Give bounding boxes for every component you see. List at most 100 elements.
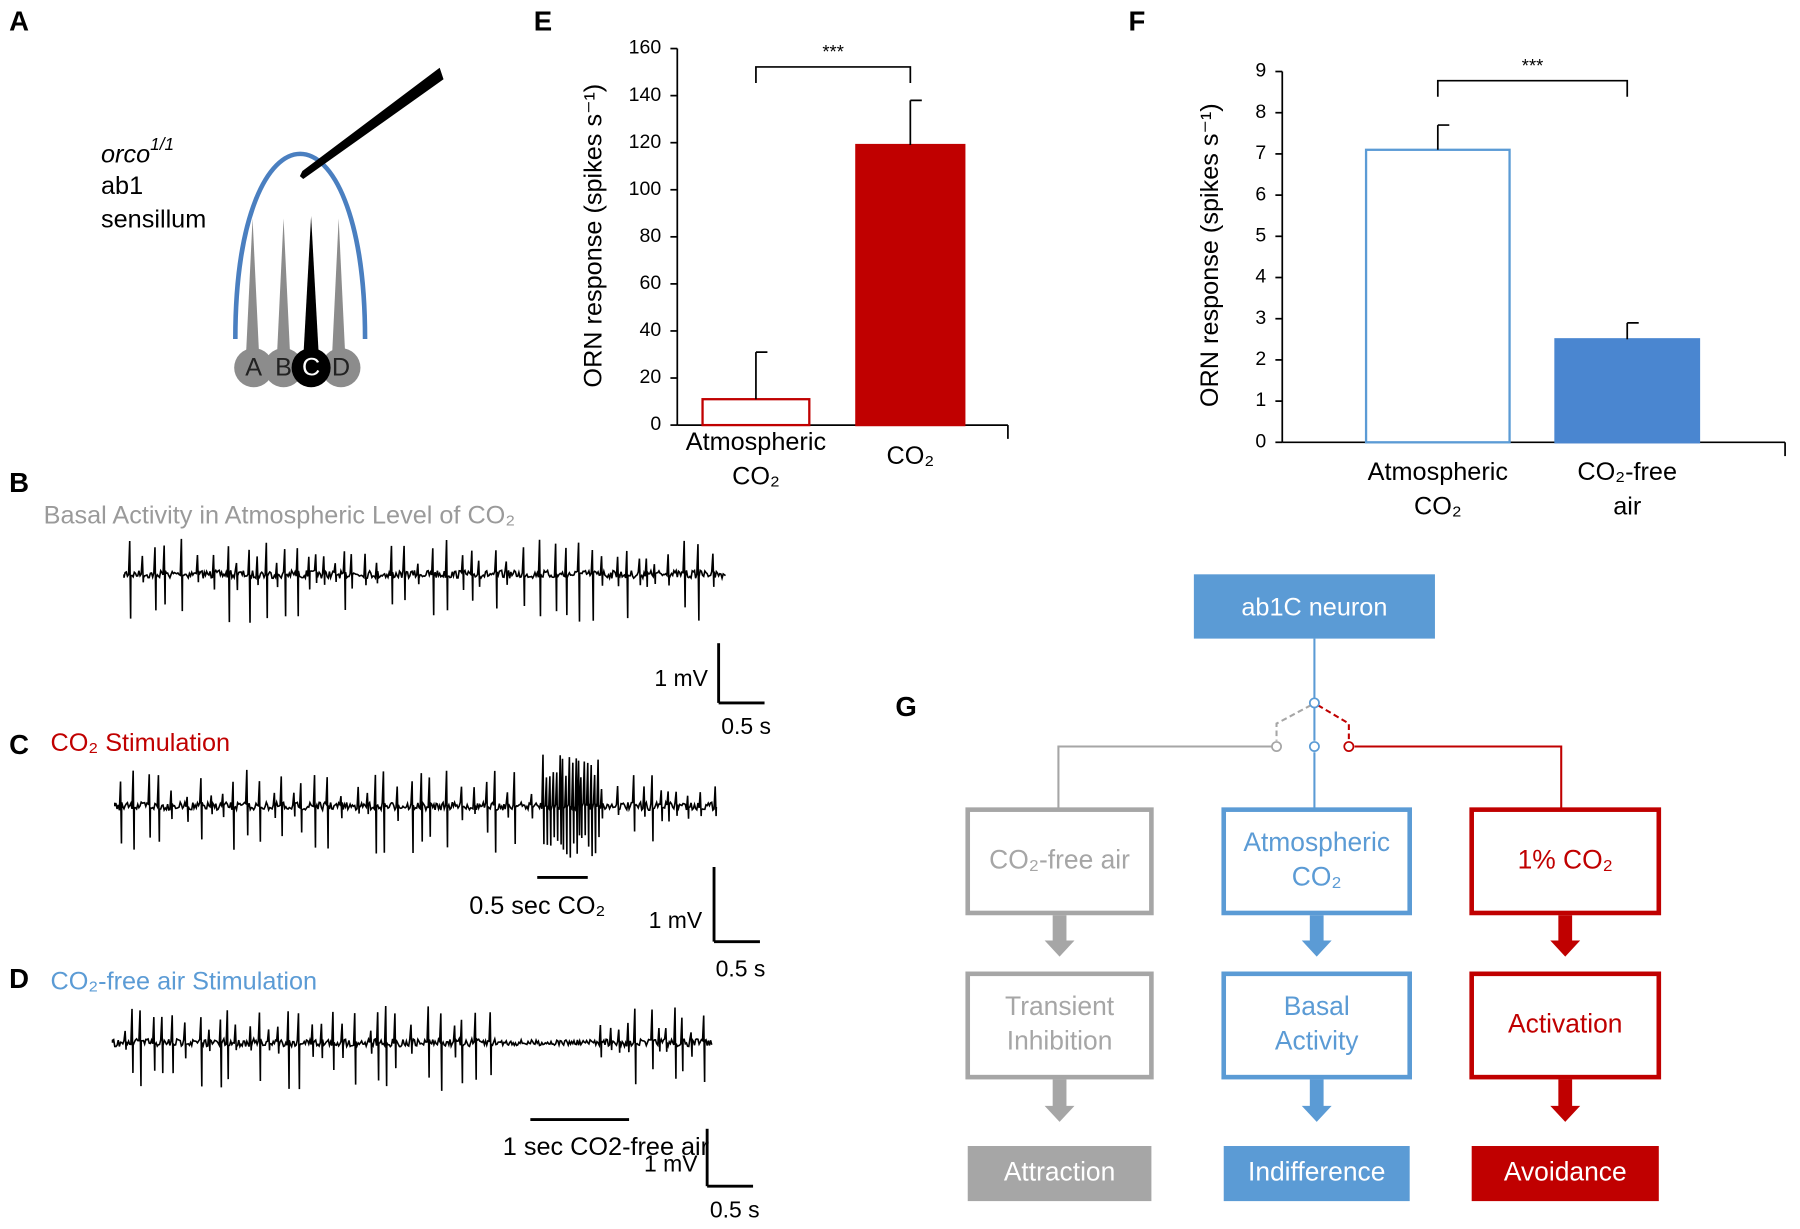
node-label: Atmospheric [1243, 827, 1390, 857]
y-tick-label: 6 [1255, 183, 1266, 205]
neuron-label: A [245, 354, 262, 382]
bar [1554, 338, 1701, 444]
bar [855, 143, 966, 427]
electrode [299, 67, 444, 179]
sensillum-label: sensillum [101, 205, 206, 233]
node [967, 1146, 1152, 1202]
node [1221, 971, 1412, 1080]
trace-title: CO₂-free air Stimulation [51, 968, 318, 996]
y-tick-label: 9 [1255, 60, 1266, 82]
neuron [234, 348, 274, 388]
x-tick-label: CO₂ [732, 463, 780, 491]
node [1223, 1146, 1410, 1202]
switch-node [1343, 741, 1355, 752]
arrow [1044, 1079, 1075, 1122]
panel-letter: G [895, 691, 916, 722]
connector [1354, 745, 1563, 810]
arrow [1550, 915, 1581, 957]
significance-bracket [755, 66, 912, 83]
neuron-label: D [332, 354, 350, 382]
scale-label: 1 mV [649, 907, 703, 933]
node-label: Indifference [1248, 1157, 1385, 1187]
node [1221, 807, 1412, 916]
error-bar [1436, 124, 1450, 150]
stimulus-label: 0.5 sec CO₂ [469, 892, 605, 920]
switch-node [1308, 697, 1320, 709]
node-label: ab1C neuron [1241, 593, 1387, 621]
panel-letter: F [1128, 6, 1145, 37]
arrow [1044, 915, 1075, 957]
dendrite [276, 218, 291, 362]
x-tick-label: Atmospheric [1368, 458, 1508, 486]
scale-label: 0.5 s [721, 713, 771, 739]
node-label: Activation [1508, 1008, 1622, 1038]
panel-letter: D [9, 963, 29, 994]
y-axis-label: ORN response (spikes s⁻¹) [1196, 103, 1224, 407]
arrow [1550, 1079, 1581, 1122]
dendrite [245, 218, 260, 362]
node-label: CO₂ [1292, 861, 1342, 891]
y-tick-label: 3 [1255, 307, 1266, 329]
dendrite [303, 216, 320, 362]
y-tick-label: 20 [640, 366, 662, 388]
y-tick-label: 4 [1255, 266, 1266, 288]
panel-letter: A [9, 6, 29, 37]
connector [1057, 745, 1272, 810]
dendrite [331, 218, 346, 362]
node-label: 1% CO₂ [1518, 844, 1613, 874]
genotype-name: orco [101, 140, 150, 168]
neuron [291, 348, 331, 388]
stimulus-label: 1 sec CO2-free air [503, 1133, 709, 1161]
y-tick-label: 140 [629, 84, 662, 106]
sensillum-label: ab1 [101, 172, 143, 200]
y-tick-label: 120 [629, 131, 662, 153]
node-label: Inhibition [1007, 1026, 1113, 1056]
y-tick-label: 2 [1255, 348, 1266, 370]
arrow [1301, 915, 1332, 957]
sensillum-drawing [233, 67, 444, 388]
neuron-label: C [302, 354, 320, 382]
node [1469, 807, 1662, 916]
y-axis-label: ORN response (spikes s⁻¹) [579, 84, 607, 388]
y-tick-label: 0 [1255, 430, 1266, 452]
node-label: Transient [1005, 991, 1115, 1021]
neuron [321, 348, 361, 388]
error-bar [755, 351, 768, 400]
trace-title: CO₂ Stimulation [51, 729, 231, 757]
trace [123, 538, 726, 623]
error-bar [1626, 321, 1639, 340]
node [1193, 574, 1435, 639]
node-label: Attraction [1004, 1157, 1115, 1187]
error-bar [909, 99, 922, 146]
x-tick-label: air [1613, 492, 1641, 520]
switch-node [1271, 741, 1282, 752]
bar [701, 398, 811, 427]
trace-title: Basal Activity in Atmospheric Level of C… [44, 502, 516, 530]
x-tick-label: Atmospheric [686, 428, 826, 456]
y-tick-label: 1 [1255, 389, 1266, 411]
arrow [1301, 1079, 1332, 1122]
trace [113, 754, 718, 858]
scale-label: 1 mV [654, 665, 708, 691]
node [965, 807, 1154, 916]
significance-bracket [1436, 79, 1629, 97]
y-tick-label: 7 [1255, 142, 1266, 164]
scale-label: 0.5 s [710, 1197, 760, 1223]
connector [1317, 704, 1350, 741]
neuron-label: B [275, 354, 292, 382]
neuron [264, 348, 304, 388]
y-tick-label: 8 [1255, 101, 1266, 123]
switch-node [1308, 741, 1320, 752]
y-tick-label: 160 [629, 37, 662, 59]
y-tick-label: 60 [640, 272, 662, 294]
y-tick-label: 40 [640, 319, 662, 341]
scale-label: 1 mV [644, 1151, 698, 1177]
node [1469, 971, 1662, 1080]
panel-letter: E [534, 6, 552, 37]
significance-label: *** [822, 41, 843, 62]
bar [1364, 148, 1511, 444]
y-tick-label: 0 [650, 413, 661, 435]
x-tick-label: CO₂-free [1577, 458, 1677, 486]
panel-letter: B [9, 467, 29, 498]
